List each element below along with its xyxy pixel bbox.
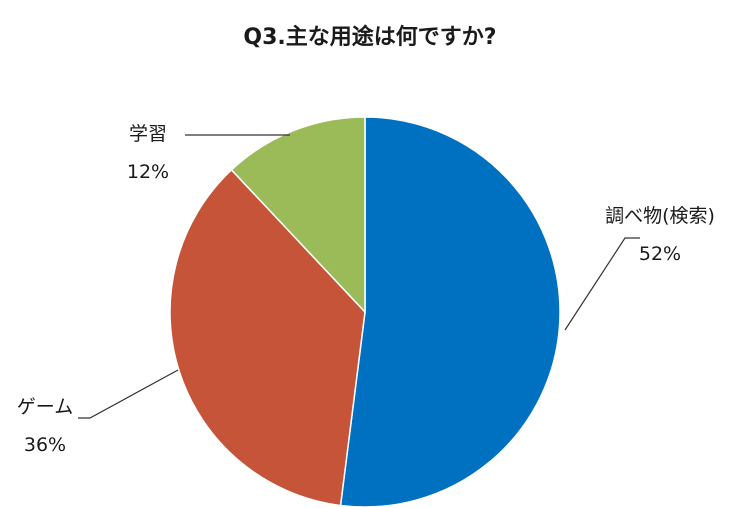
leader-line bbox=[564, 237, 640, 331]
slice-category-label: 学習 bbox=[129, 123, 167, 145]
pie-slices bbox=[169, 116, 561, 508]
slice-value-label: 36% bbox=[24, 434, 66, 456]
leader-line bbox=[78, 369, 179, 419]
pie-slice bbox=[169, 168, 366, 507]
chart-title: Q3.主な用途は何ですか? bbox=[243, 24, 496, 50]
data-labels: 調べ物(検索) 52% ゲーム 36% 学習 12% bbox=[17, 123, 715, 456]
slice-value-label: 12% bbox=[127, 161, 169, 183]
pie-slice bbox=[230, 116, 366, 314]
slice-value-label: 52% bbox=[639, 243, 681, 265]
slice-category-label: ゲーム bbox=[17, 396, 73, 418]
slice-category-label: 調べ物(検索) bbox=[605, 205, 715, 227]
leader-lines bbox=[78, 134, 640, 419]
pie-slice bbox=[339, 116, 561, 508]
